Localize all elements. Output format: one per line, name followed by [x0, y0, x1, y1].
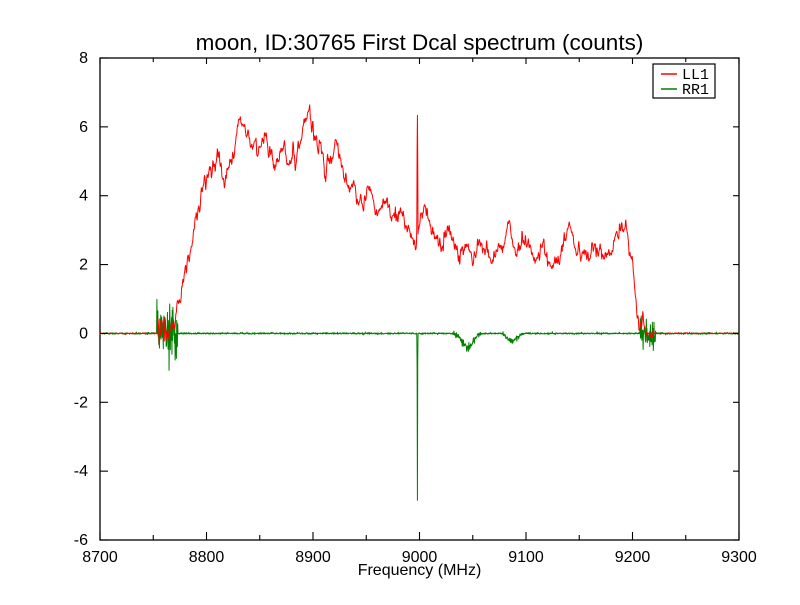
svg-text:RR1: RR1 — [682, 82, 709, 99]
svg-text:-2: -2 — [74, 394, 88, 411]
svg-text:8900: 8900 — [295, 549, 331, 566]
svg-text:-4: -4 — [74, 463, 88, 480]
svg-text:0: 0 — [79, 325, 88, 342]
svg-text:Frequency (MHz): Frequency (MHz) — [358, 562, 482, 579]
svg-text:4: 4 — [79, 188, 88, 205]
svg-text:8700: 8700 — [82, 549, 118, 566]
svg-text:8: 8 — [79, 50, 88, 67]
svg-text:moon, ID:30765 First Dcal spec: moon, ID:30765 First Dcal spectrum (coun… — [196, 30, 644, 55]
svg-text:9100: 9100 — [508, 549, 544, 566]
svg-text:9300: 9300 — [721, 549, 757, 566]
svg-text:8800: 8800 — [189, 549, 225, 566]
svg-text:6: 6 — [79, 119, 88, 136]
svg-text:9200: 9200 — [615, 549, 651, 566]
svg-text:-6: -6 — [74, 532, 88, 549]
svg-text:2: 2 — [79, 257, 88, 274]
